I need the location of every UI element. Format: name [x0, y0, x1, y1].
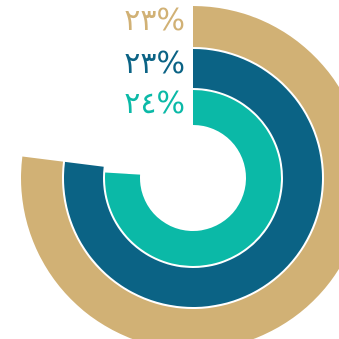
ring-arc-outer [21, 6, 339, 339]
ring-arc-middle [63, 49, 322, 308]
ring-label-inner: ٢٤% [124, 86, 185, 121]
ring-label-outer: ٢٣% [124, 3, 185, 38]
ring-arc-inner [104, 90, 282, 266]
ring-label-middle: ٢٣% [124, 46, 185, 81]
chart-rings [21, 6, 339, 339]
chart-value-labels: ٢٣% ٢٣% ٢٤% [124, 3, 185, 121]
